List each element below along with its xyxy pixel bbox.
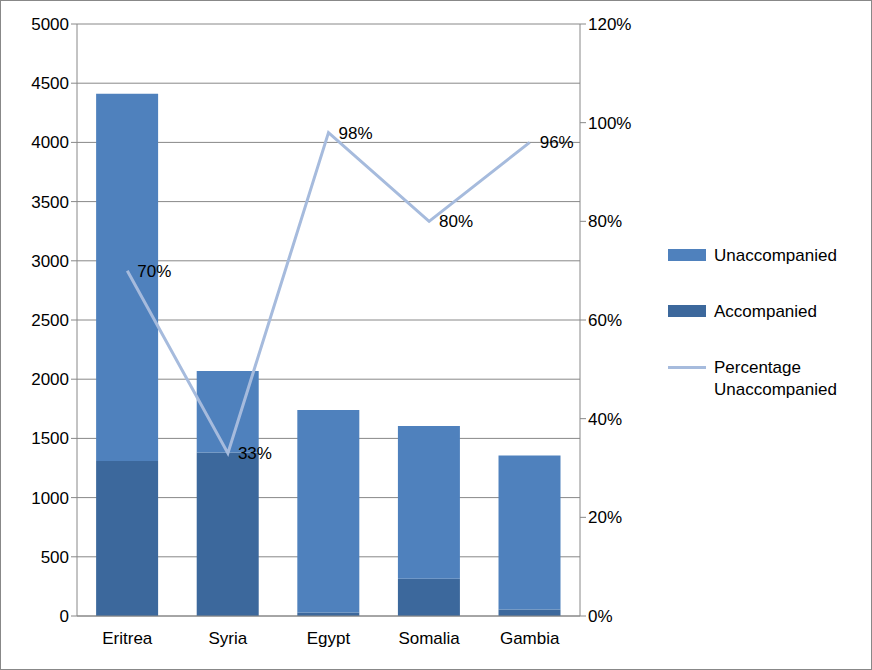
svg-text:60%: 60% (588, 311, 622, 330)
svg-text:2000: 2000 (31, 370, 69, 389)
svg-text:80%: 80% (588, 212, 622, 231)
svg-text:98%: 98% (339, 124, 373, 143)
svg-text:4500: 4500 (31, 74, 69, 93)
svg-text:Syria: Syria (209, 629, 248, 648)
svg-text:120%: 120% (588, 15, 631, 34)
svg-text:0%: 0% (588, 607, 613, 626)
svg-text:1500: 1500 (31, 429, 69, 448)
html-text:Accompanied: Accompanied (714, 302, 817, 321)
svg-text:5000: 5000 (31, 15, 69, 34)
svg-text:4000: 4000 (31, 133, 69, 152)
html-text:Unaccompanied: Unaccompanied (714, 246, 837, 265)
svg-text:3000: 3000 (31, 252, 69, 271)
svg-text:3500: 3500 (31, 193, 69, 212)
svg-text:Egypt: Egypt (307, 629, 351, 648)
svg-text:80%: 80% (439, 212, 473, 231)
svg-text:70%: 70% (137, 262, 171, 281)
svg-text:Eritrea: Eritrea (102, 629, 153, 648)
svg-text:2500: 2500 (31, 311, 69, 330)
svg-text:96%: 96% (540, 133, 574, 152)
svg-text:0: 0 (60, 607, 69, 626)
svg-text:20%: 20% (588, 508, 622, 527)
svg-text:Somalia: Somalia (398, 629, 460, 648)
svg-text:500: 500 (41, 548, 69, 567)
html-text:Percentage Unaccompanied: Percentage Unaccompanied (714, 358, 837, 399)
svg-text:100%: 100% (588, 114, 631, 133)
svg-text:Gambia: Gambia (500, 629, 560, 648)
svg-text:1000: 1000 (31, 489, 69, 508)
svg-text:33%: 33% (238, 444, 272, 463)
svg-text:40%: 40% (588, 410, 622, 429)
